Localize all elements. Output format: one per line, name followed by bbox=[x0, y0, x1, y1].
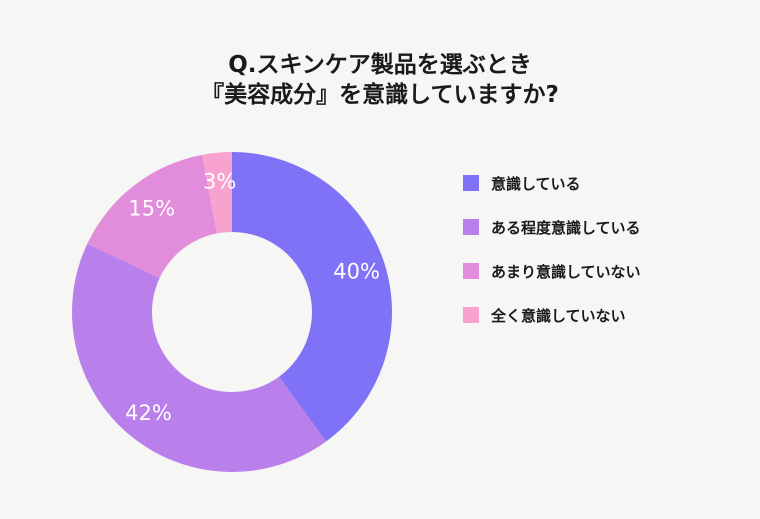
legend-swatch-somewhat-aware bbox=[463, 219, 479, 235]
legend-swatch-aware bbox=[463, 175, 479, 191]
legend-label-aware: 意識している bbox=[491, 174, 581, 193]
legend-swatch-not-aware-at-all bbox=[463, 307, 479, 323]
legend-label-somewhat-aware: ある程度意識している bbox=[491, 218, 641, 237]
chart-title: Q.スキンケア製品を選ぶとき 『美容成分』を意識していますか? bbox=[0, 50, 760, 110]
legend: 意識している ある程度意識している あまり意識していない 全く意識していない bbox=[463, 172, 641, 348]
value-label-not-very-aware: 15% bbox=[128, 196, 175, 220]
legend-item-not-aware-at-all: 全く意識していない bbox=[463, 304, 641, 326]
legend-item-somewhat-aware: ある程度意識している bbox=[463, 216, 641, 238]
legend-label-not-very-aware: あまり意識していない bbox=[491, 262, 641, 281]
donut-slice-aware bbox=[232, 152, 392, 442]
donut-slice-not-aware-at-all bbox=[202, 152, 232, 234]
legend-item-not-very-aware: あまり意識していない bbox=[463, 260, 641, 282]
value-label-somewhat-aware: 42% bbox=[125, 401, 172, 425]
chart-title-line-2: 『美容成分』を意識していますか? bbox=[201, 82, 559, 108]
value-label-aware: 40% bbox=[333, 260, 380, 284]
donut-slice-not-very-aware bbox=[87, 154, 218, 278]
donut-slice-somewhat-aware bbox=[71, 243, 327, 473]
legend-label-not-aware-at-all: 全く意識していない bbox=[491, 306, 626, 325]
value-label-not-aware-at-all: 3% bbox=[203, 170, 236, 194]
legend-swatch-not-very-aware bbox=[463, 263, 479, 279]
legend-item-aware: 意識している bbox=[463, 172, 641, 194]
donut-value-labels: 40% 42% 15% 3% bbox=[125, 170, 380, 425]
donut-slices bbox=[71, 152, 392, 473]
chart-title-line-1: Q.スキンケア製品を選ぶとき bbox=[228, 52, 532, 78]
